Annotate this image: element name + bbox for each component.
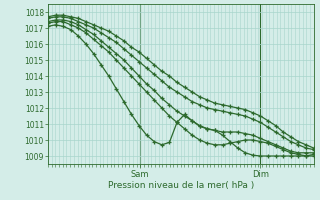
X-axis label: Pression niveau de la mer( hPa ): Pression niveau de la mer( hPa ) [108,181,254,190]
